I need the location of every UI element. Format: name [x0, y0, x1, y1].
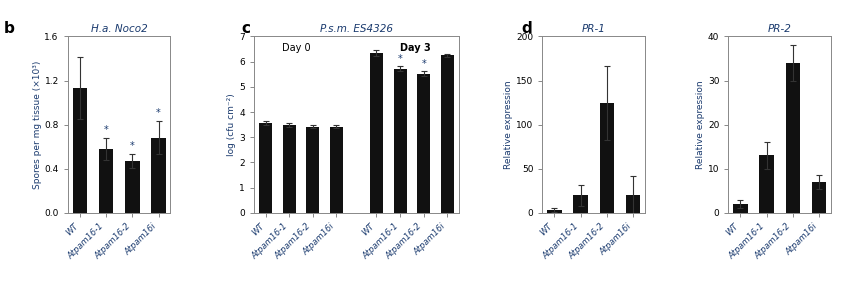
Text: *: *	[398, 54, 403, 64]
Bar	[282, 125, 296, 213]
Text: Day 3: Day 3	[400, 43, 431, 53]
Bar	[259, 123, 272, 213]
Title: P.s.m. ES4326: P.s.m. ES4326	[320, 24, 393, 34]
Bar	[812, 182, 826, 213]
Bar	[733, 204, 748, 213]
Bar	[73, 88, 87, 213]
Y-axis label: Relative expression: Relative expression	[505, 80, 513, 169]
Bar	[600, 103, 614, 213]
Bar	[370, 53, 383, 213]
Y-axis label: Relative expression: Relative expression	[696, 80, 706, 169]
Bar	[330, 127, 343, 213]
Title: PR-1: PR-1	[582, 24, 605, 34]
Text: *: *	[130, 141, 135, 151]
Bar	[626, 195, 640, 213]
Bar	[441, 55, 454, 213]
Text: *: *	[156, 108, 161, 118]
Text: *: *	[103, 125, 109, 135]
Bar	[125, 161, 140, 213]
Bar	[785, 63, 801, 213]
Bar	[759, 156, 774, 213]
Y-axis label: log (cfu cm⁻²): log (cfu cm⁻²)	[227, 93, 237, 156]
Text: Day 0: Day 0	[282, 43, 310, 53]
Bar	[98, 149, 114, 213]
Bar	[417, 74, 430, 213]
Bar	[151, 138, 166, 213]
Text: *: *	[421, 60, 426, 70]
Text: b: b	[4, 21, 15, 36]
Title: PR-2: PR-2	[767, 24, 792, 34]
Text: c: c	[242, 21, 251, 36]
Bar	[306, 127, 320, 213]
Y-axis label: Spores per mg tissue (×10³): Spores per mg tissue (×10³)	[33, 60, 42, 189]
Bar	[573, 195, 588, 213]
Bar	[393, 69, 406, 213]
Bar	[547, 210, 561, 213]
Title: H.a. Noco2: H.a. Noco2	[91, 24, 148, 34]
Text: d: d	[522, 21, 533, 36]
